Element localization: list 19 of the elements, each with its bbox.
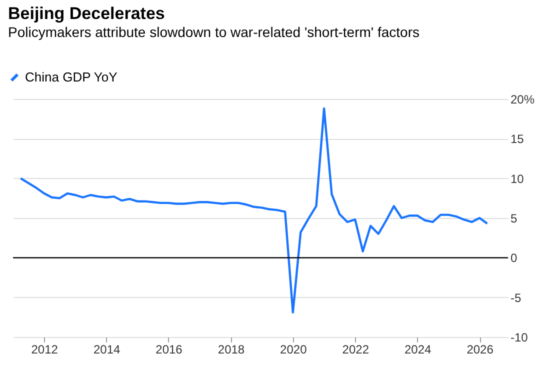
x-tick-label: 2020 [280,342,308,356]
line-series [20,107,488,314]
x-tick-label: 2016 [156,342,183,356]
x-tick-label: 2022 [342,342,370,356]
y-tick-label: -10 [510,330,528,344]
x-tick-label: 2014 [93,342,120,356]
y-tick-label: -5 [510,290,522,305]
y-tick-label: 10 [510,172,524,186]
x-tick-label: 2026 [466,342,494,356]
chart-subtitle: Policymakers attribute slowdown to war-related 'short-term' factors [8,24,420,40]
x-tick-label: 2012 [31,342,58,356]
y-tick-label: 20% [510,92,535,106]
x-tick-label: 2018 [218,342,245,356]
legend-label: China GDP YoY [25,70,118,84]
y-tick-label: 0 [510,251,518,266]
x-tick-label: 2024 [404,342,432,356]
chart-title: Beijing Decelerates [8,4,165,23]
y-tick-label: 15 [510,132,524,146]
y-tick-label: 5 [510,212,518,226]
